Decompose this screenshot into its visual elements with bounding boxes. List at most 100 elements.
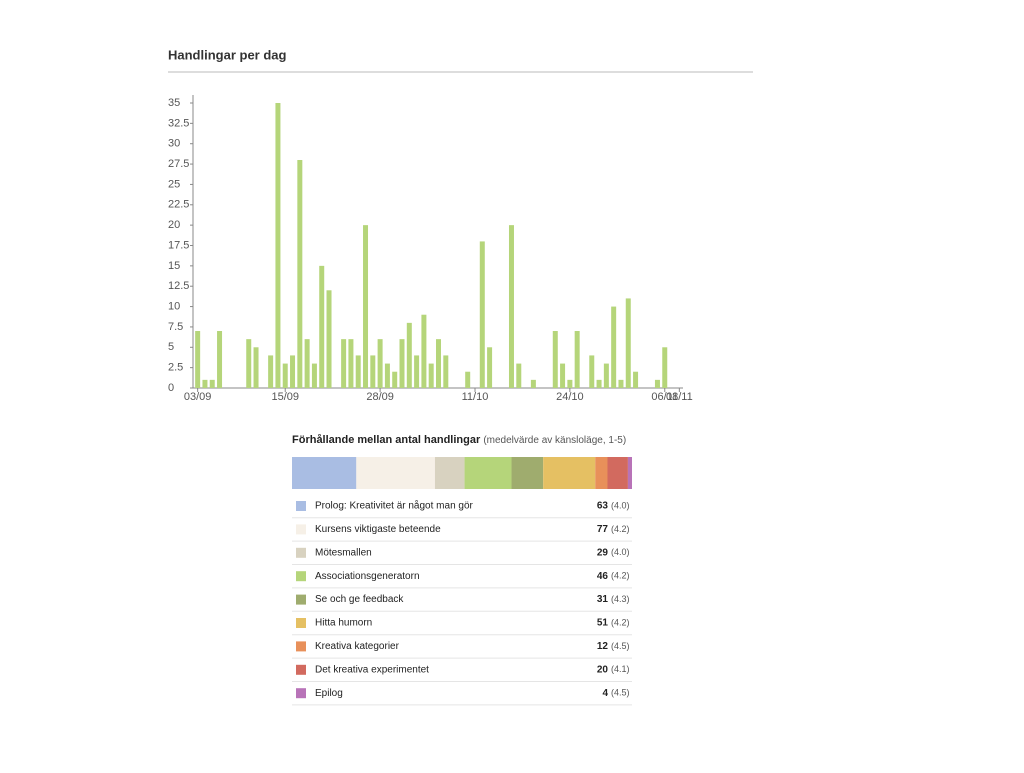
mean: (4.2) — [611, 617, 630, 627]
y-tick-label: 0 — [168, 382, 174, 394]
y-tick-label: 35 — [168, 97, 180, 109]
bar — [633, 371, 639, 388]
x-tick-label: 03/09 — [184, 391, 212, 403]
segment — [464, 457, 512, 489]
swatch — [296, 664, 306, 675]
category-label: Kreativa kategorier — [315, 641, 400, 652]
count: 77 — [597, 524, 609, 535]
count: 29 — [597, 547, 609, 558]
category-label: Det kreativa experimentet — [315, 664, 429, 675]
y-tick-label: 17.5 — [168, 239, 189, 251]
bar — [392, 371, 398, 388]
segment — [543, 457, 596, 489]
swatch — [296, 547, 306, 558]
segment — [607, 457, 628, 489]
subtitle: (medelvärde av känsloläge, 1-5) — [483, 435, 626, 446]
bar — [516, 363, 522, 388]
bar — [465, 371, 471, 388]
mean: (4.1) — [611, 664, 630, 674]
category-label: Mötesmallen — [315, 547, 372, 558]
bar — [487, 347, 493, 388]
swatch — [296, 524, 306, 535]
bar — [209, 379, 215, 388]
y-tick-label: 30 — [168, 138, 180, 150]
bar — [304, 339, 310, 388]
bar — [275, 103, 281, 388]
swatch — [296, 501, 306, 511]
breakdown-title: Förhållande mellan antal handlingar (med… — [292, 434, 626, 446]
segment — [292, 457, 357, 489]
mean: (4.0) — [611, 547, 630, 557]
bar — [253, 347, 259, 388]
bar — [625, 298, 631, 388]
bar — [436, 339, 441, 388]
count: 31 — [597, 594, 609, 605]
bar — [399, 339, 405, 388]
bar — [363, 225, 369, 388]
bar — [341, 339, 347, 388]
segment — [356, 457, 435, 489]
mean: (4.5) — [611, 688, 630, 698]
y-tick-label: 27.5 — [168, 158, 189, 170]
category-label: Se och ge feedback — [315, 594, 404, 605]
bar — [406, 322, 412, 388]
y-tick-label: 15 — [168, 260, 180, 272]
segment — [434, 457, 465, 489]
bar — [384, 363, 390, 388]
chart-title: Handlingar per dag — [168, 47, 287, 62]
count: 51 — [597, 618, 609, 629]
bar — [479, 241, 485, 388]
mean: (4.2) — [611, 571, 630, 581]
bar — [282, 363, 288, 388]
bar — [530, 379, 536, 388]
bar — [611, 306, 617, 388]
bar — [603, 363, 609, 388]
swatch — [296, 571, 306, 582]
mean: (4.3) — [611, 594, 630, 604]
bar — [596, 379, 602, 388]
bar — [443, 355, 449, 388]
bar — [246, 339, 252, 388]
x-tick-label: 24/10 — [556, 391, 584, 403]
x-tick-label: 28/09 — [366, 391, 394, 403]
bar — [268, 355, 274, 388]
y-tick-label: 22.5 — [168, 199, 189, 211]
y-tick-label: 7.5 — [168, 321, 183, 333]
bar — [311, 363, 317, 388]
category-label: Prolog: Kreativitet är något man gör — [315, 500, 474, 512]
y-tick-label: 20 — [168, 219, 180, 231]
mean: (4.2) — [611, 524, 630, 534]
x-tick-label: 08/11 — [666, 391, 693, 403]
bar — [355, 355, 361, 388]
swatch — [296, 618, 306, 628]
y-tick-label: 25 — [168, 178, 180, 190]
bar — [567, 379, 573, 388]
bar — [414, 355, 420, 388]
bar — [654, 379, 660, 388]
y-tick-label: 2.5 — [168, 362, 183, 374]
y-tick-label: 12.5 — [168, 280, 189, 292]
mean: (4.5) — [611, 641, 630, 651]
bar — [421, 314, 427, 388]
segment — [595, 457, 608, 489]
bar — [377, 339, 383, 388]
bar — [574, 331, 580, 388]
segment — [627, 457, 632, 489]
count: 12 — [597, 641, 609, 652]
count: 46 — [597, 571, 609, 582]
bar — [217, 331, 223, 388]
bar — [370, 355, 376, 388]
bar — [195, 331, 201, 388]
swatch — [296, 688, 306, 699]
x-tick-label: 15/09 — [271, 391, 299, 403]
bar — [326, 290, 332, 388]
bar — [662, 347, 668, 388]
bar — [297, 160, 303, 388]
swatch — [296, 641, 306, 652]
category-label: Epilog — [315, 688, 343, 699]
segment — [511, 457, 544, 489]
bar — [618, 379, 624, 388]
y-tick-label: 10 — [168, 300, 180, 312]
count: 63 — [597, 501, 609, 512]
